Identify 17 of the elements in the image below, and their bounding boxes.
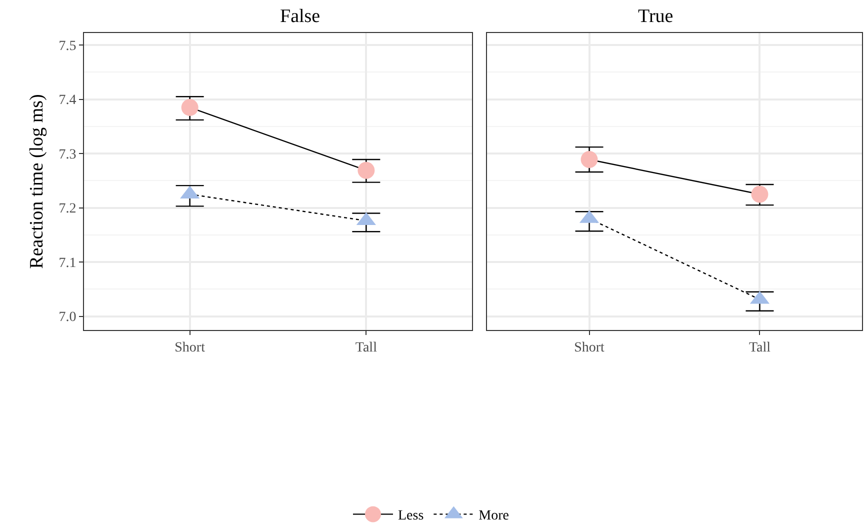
y-tick-label: 7.4 — [58, 93, 76, 108]
y-tick-label: 7.5 — [58, 38, 76, 54]
legend-label: Less — [398, 508, 424, 524]
y-tick-label: 7.0 — [58, 310, 76, 326]
x-tick-label: Tall — [355, 340, 378, 356]
y-tick-label: 7.2 — [58, 202, 76, 217]
y-tick-label: 7.1 — [58, 256, 76, 271]
legend-label: More — [478, 508, 509, 524]
x-tick-label: Short — [574, 340, 605, 356]
point — [751, 186, 768, 203]
x-tick-label: Short — [174, 340, 206, 356]
y-axis-title: Reaction time (log ms) — [26, 94, 48, 269]
chart-title: True — [638, 6, 674, 27]
y-tick-label: 7.3 — [58, 147, 76, 162]
chart-title: False — [280, 6, 320, 27]
x-tick-label: Tall — [748, 340, 771, 356]
point — [580, 151, 598, 168]
